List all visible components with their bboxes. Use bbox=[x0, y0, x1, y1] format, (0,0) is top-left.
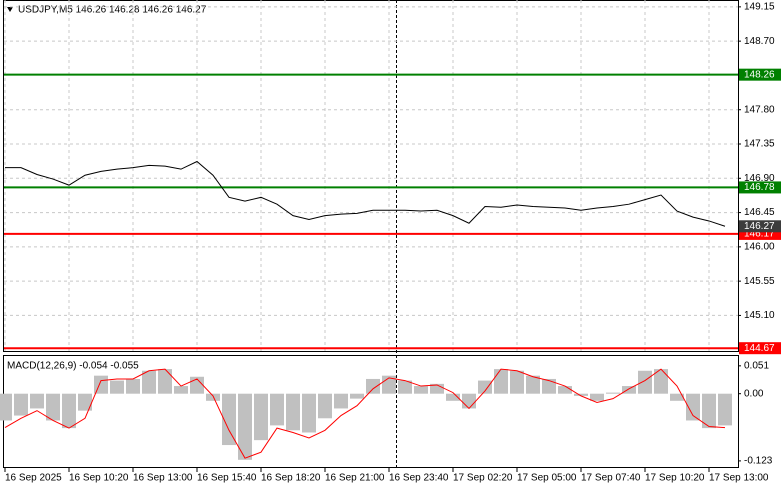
price-title: USDJPY,M5 146.26 146.28 146.26 146.27 bbox=[18, 5, 207, 16]
histogram-bar bbox=[542, 378, 556, 394]
y-tick-label: 147.35 bbox=[744, 139, 775, 150]
histogram-bar bbox=[30, 393, 44, 409]
y-tick-label: 146.45 bbox=[744, 207, 775, 218]
y-tick-label: 145.10 bbox=[744, 310, 775, 321]
histogram-bar bbox=[510, 370, 524, 394]
histogram-bar bbox=[526, 375, 540, 394]
histogram-bar bbox=[446, 393, 460, 401]
y-tick-label: 147.80 bbox=[744, 104, 775, 115]
level-tag bbox=[739, 68, 781, 81]
histogram-bar bbox=[238, 393, 252, 460]
histogram-bar bbox=[574, 393, 588, 396]
histogram-bar bbox=[46, 393, 60, 421]
histogram-bar bbox=[558, 386, 572, 394]
x-tick-label: 16 Sep 18:20 bbox=[261, 473, 321, 484]
x-tick-label: 16 Sep 10:20 bbox=[69, 473, 129, 484]
x-tick-label: 17 Sep 02:20 bbox=[453, 473, 513, 484]
y-tick-label: 145.55 bbox=[744, 276, 775, 287]
last-price-tag bbox=[739, 220, 781, 233]
histogram-bar bbox=[126, 378, 140, 394]
price-panel-frame bbox=[3, 0, 739, 352]
histogram-bar bbox=[494, 369, 508, 394]
histogram-bar bbox=[606, 392, 620, 394]
histogram-bar bbox=[174, 386, 188, 394]
histogram-bar bbox=[622, 386, 636, 394]
histogram-bar bbox=[462, 393, 476, 409]
histogram-bar bbox=[110, 380, 124, 394]
histogram-bar bbox=[286, 393, 300, 431]
signal-line bbox=[4, 368, 726, 459]
histogram-bar bbox=[350, 393, 364, 399]
histogram-bar bbox=[654, 369, 668, 394]
histogram-bar bbox=[62, 393, 76, 429]
histogram-bar bbox=[718, 393, 732, 426]
y-tick-label: 149.15 bbox=[744, 1, 775, 12]
histogram-bar bbox=[430, 383, 444, 394]
histogram-bar bbox=[686, 393, 700, 421]
y-tick-label: 0.00 bbox=[744, 388, 764, 399]
x-tick-label: 17 Sep 07:40 bbox=[581, 473, 641, 484]
x-tick-label: 16 Sep 21:00 bbox=[325, 473, 385, 484]
histogram-bar bbox=[638, 370, 652, 394]
histogram-bar bbox=[590, 393, 604, 401]
menu-arrow bbox=[7, 7, 13, 12]
price-line bbox=[5, 160, 726, 227]
histogram-bar bbox=[702, 393, 716, 429]
x-tick-label: 17 Sep 13:00 bbox=[709, 473, 769, 484]
x-tick-label: 16 Sep 15:40 bbox=[197, 473, 257, 484]
histogram-bar bbox=[222, 393, 236, 446]
histogram-bar bbox=[478, 380, 492, 394]
histogram-bar bbox=[366, 378, 380, 394]
histogram-bar bbox=[302, 393, 316, 433]
y-tick-label: 0.051 bbox=[744, 360, 769, 371]
histogram-bar bbox=[414, 386, 428, 394]
level-label: 148.26 bbox=[744, 69, 775, 80]
histogram-bar bbox=[334, 393, 348, 409]
x-tick-label: 17 Sep 05:00 bbox=[517, 473, 577, 484]
y-tick-label: 148.70 bbox=[744, 36, 775, 47]
y-tick-label: 146.00 bbox=[744, 241, 775, 252]
level-label: 146.17 bbox=[744, 229, 775, 240]
last-price-label: 146.27 bbox=[744, 221, 775, 232]
histogram-bar bbox=[0, 393, 12, 421]
level-tag bbox=[739, 342, 781, 355]
histogram-bar bbox=[206, 393, 220, 401]
histogram-bar bbox=[158, 369, 172, 394]
histogram-bar bbox=[398, 380, 412, 394]
histogram-bar bbox=[270, 393, 284, 426]
level-label: 146.78 bbox=[744, 182, 775, 193]
x-tick-label: 16 Sep 2025 bbox=[5, 473, 62, 484]
histogram-bar bbox=[254, 393, 268, 441]
x-tick-label: 16 Sep 13:00 bbox=[133, 473, 193, 484]
histogram-bar bbox=[670, 393, 684, 401]
histogram-bar bbox=[318, 393, 332, 419]
y-tick-label: -0.123 bbox=[744, 456, 773, 467]
macd-title: MACD(12,26,9) -0.054 -0.055 bbox=[7, 361, 139, 372]
histogram-bar bbox=[78, 393, 92, 411]
y-tick-label: 146.90 bbox=[744, 173, 775, 184]
level-tag bbox=[739, 181, 781, 194]
x-tick-label: 17 Sep 10:20 bbox=[645, 473, 705, 484]
level-label: 144.67 bbox=[744, 343, 775, 354]
x-tick-label: 16 Sep 23:40 bbox=[389, 473, 449, 484]
histogram-bar bbox=[142, 370, 156, 394]
histogram-bar bbox=[14, 393, 28, 416]
